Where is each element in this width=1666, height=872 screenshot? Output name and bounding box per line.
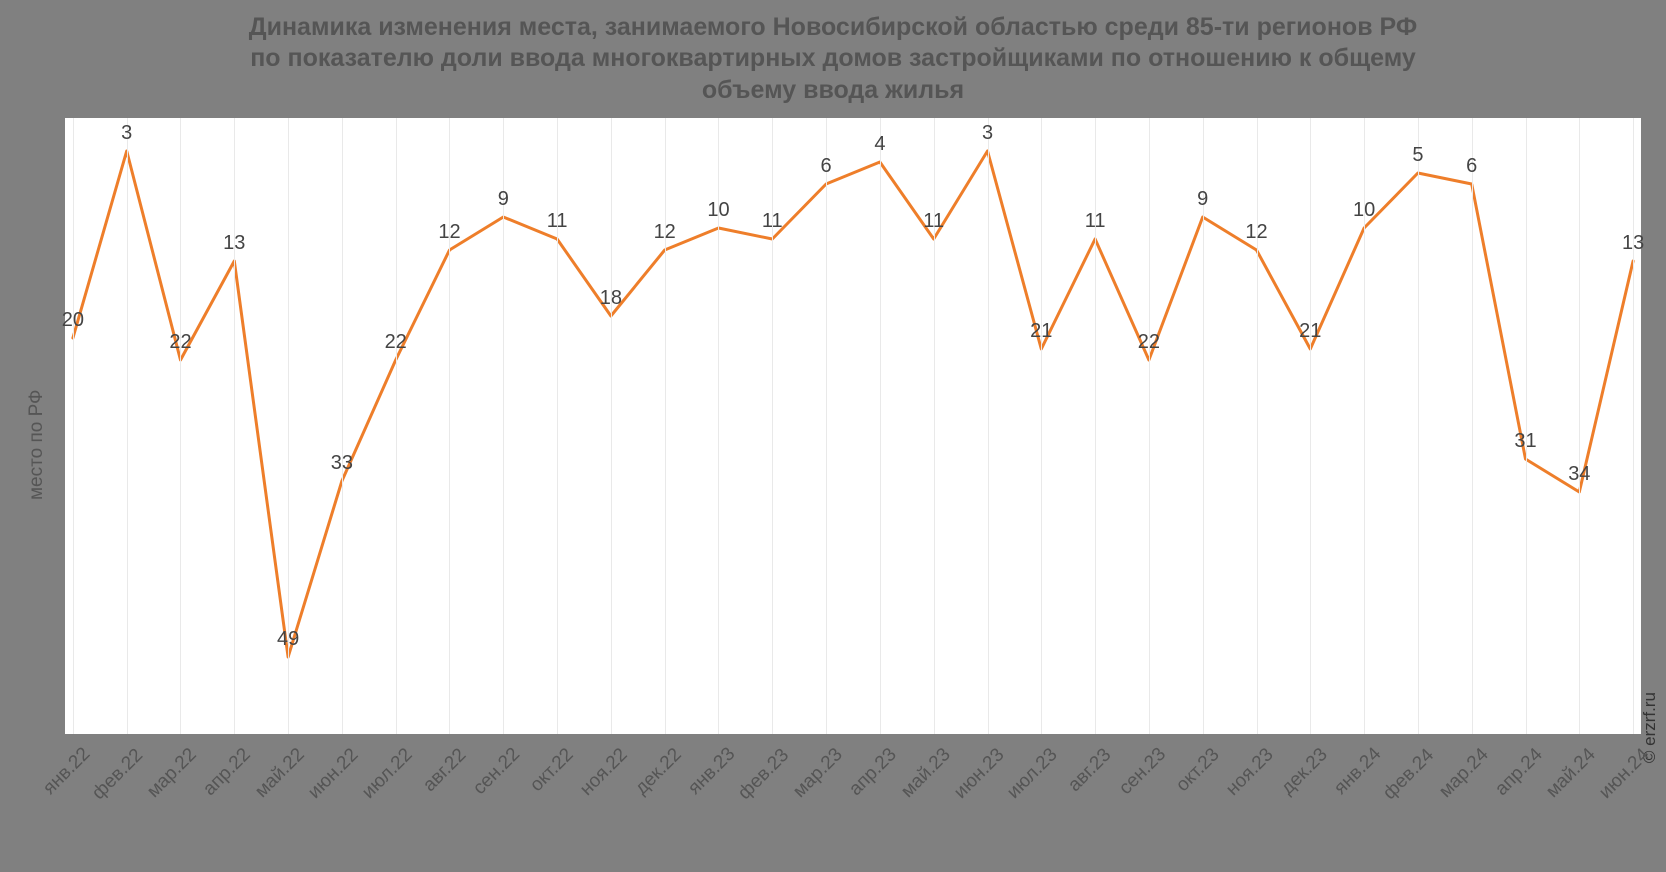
chart-svg [0,0,1666,872]
data-label: 33 [331,452,353,475]
data-label: 11 [1085,210,1106,233]
data-label: 31 [1514,430,1536,453]
data-label: 21 [1030,320,1052,343]
data-label: 6 [821,155,832,178]
gridline [1418,118,1419,734]
data-label: 12 [654,221,676,244]
gridline [1472,118,1473,734]
data-label: 22 [169,331,191,354]
data-label: 5 [1412,144,1423,167]
gridline [1526,118,1527,734]
data-label: 3 [121,122,132,145]
gridline [1579,118,1580,734]
data-label: 10 [707,199,729,222]
gridline [1257,118,1258,734]
data-label: 21 [1299,320,1321,343]
data-label: 22 [1138,331,1160,354]
data-label: 12 [438,221,460,244]
data-label: 49 [277,628,299,651]
gridline [449,118,450,734]
gridline [1149,118,1150,734]
data-label: 13 [1622,232,1644,255]
gridline [73,118,74,734]
series-line [73,151,1633,657]
data-label: 12 [1245,221,1267,244]
gridline [180,118,181,734]
gridline [342,118,343,734]
data-label: 10 [1353,199,1375,222]
gridline [880,118,881,734]
gridline [234,118,235,734]
gridline [1310,118,1311,734]
data-label: 6 [1466,155,1477,178]
gridline [1041,118,1042,734]
gridline [988,118,989,734]
data-label: 11 [762,210,783,233]
data-label: 9 [498,188,509,211]
data-label: 4 [874,133,885,156]
gridline [826,118,827,734]
data-label: 11 [547,210,568,233]
data-label: 34 [1568,463,1590,486]
data-label: 11 [923,210,944,233]
data-label: 20 [62,309,84,332]
y-axis-label: место по РФ [26,389,48,500]
gridline [665,118,666,734]
gridline [611,118,612,734]
chart-frame: Динамика изменения места, занимаемого Но… [0,0,1666,872]
gridline [396,118,397,734]
gridline [1633,118,1634,734]
data-label: 22 [385,331,407,354]
data-label: 18 [600,287,622,310]
data-label: 9 [1197,188,1208,211]
gridline [127,118,128,734]
data-label: 13 [223,232,245,255]
data-label: 3 [982,122,993,145]
